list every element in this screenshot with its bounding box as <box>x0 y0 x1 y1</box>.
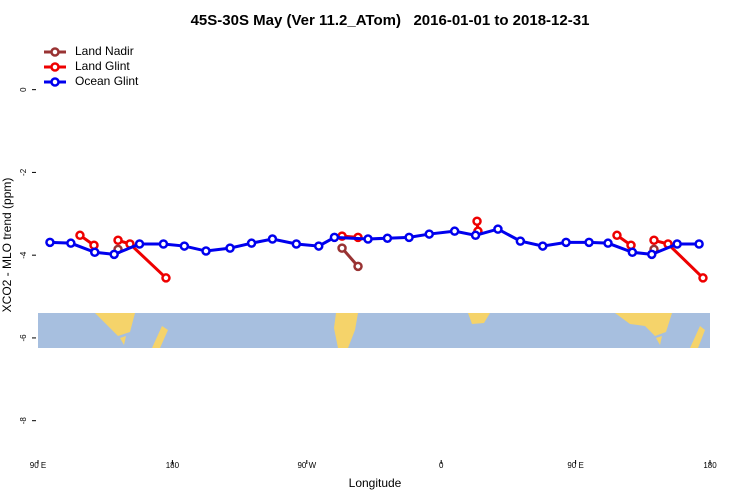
data-point <box>537 241 548 251</box>
data-point <box>672 239 682 249</box>
data-point <box>470 230 481 241</box>
legend-label: Ocean Glint <box>75 74 139 88</box>
legend-label: Land Nadir <box>75 44 134 58</box>
legend-marker <box>50 47 60 57</box>
data-point <box>382 233 393 243</box>
data-point <box>404 232 414 243</box>
data-point <box>694 239 704 249</box>
data-point <box>89 247 100 258</box>
data-point <box>649 235 659 246</box>
data-point <box>158 239 169 249</box>
data-point <box>313 241 324 251</box>
x-tick-label: 90 E <box>567 461 583 470</box>
data-point <box>353 261 363 272</box>
x-tick-label: 90 W <box>297 461 316 470</box>
data-point <box>515 236 526 246</box>
data-point <box>647 249 657 260</box>
chart-title: 45S-30S May (Ver 11.2_ATom) 2016-01-01 t… <box>191 12 590 29</box>
data-point <box>201 246 211 256</box>
data-point <box>424 229 435 239</box>
series-line <box>49 227 700 256</box>
data-point <box>603 238 613 248</box>
data-point <box>472 216 482 226</box>
series-line <box>342 248 654 266</box>
x-axis-label: Longitude <box>349 476 402 490</box>
series-line <box>79 221 705 280</box>
data-point <box>584 237 594 248</box>
y-tick-label: -6 <box>19 334 28 342</box>
map-strip <box>38 313 710 348</box>
x-tick-label: 180 <box>703 461 717 470</box>
data-point <box>337 243 347 253</box>
data-point <box>179 241 190 251</box>
data-point <box>45 237 55 248</box>
data-point <box>225 243 235 253</box>
data-point <box>561 237 571 248</box>
y-tick-label: -4 <box>19 251 28 259</box>
legend-marker <box>50 62 60 72</box>
data-point <box>161 273 171 283</box>
y-tick-label: 0 <box>19 87 28 92</box>
data-point <box>627 247 638 258</box>
data-point <box>246 238 257 248</box>
data-point <box>267 234 278 244</box>
data-point <box>449 226 460 236</box>
data-point <box>329 232 340 243</box>
legend-marker <box>50 77 60 87</box>
x-tick-label: 180 <box>166 461 180 470</box>
y-tick-label: -2 <box>19 168 28 176</box>
x-tick-label: 0 <box>439 461 444 470</box>
data-point <box>493 224 503 234</box>
y-tick-label: -8 <box>19 417 28 425</box>
data-point <box>109 249 119 260</box>
data-point <box>75 230 85 241</box>
data-point <box>291 239 302 249</box>
data-point <box>363 234 373 244</box>
data-point <box>113 235 123 246</box>
data-point <box>134 239 145 249</box>
y-axis-label: XCO2 - MLO trend (ppm) <box>0 178 14 313</box>
legend-label: Land Glint <box>75 59 130 73</box>
data-point <box>612 230 622 241</box>
data-point <box>698 273 708 283</box>
x-tick-label: 90 E <box>30 461 46 470</box>
data-point <box>66 238 76 248</box>
